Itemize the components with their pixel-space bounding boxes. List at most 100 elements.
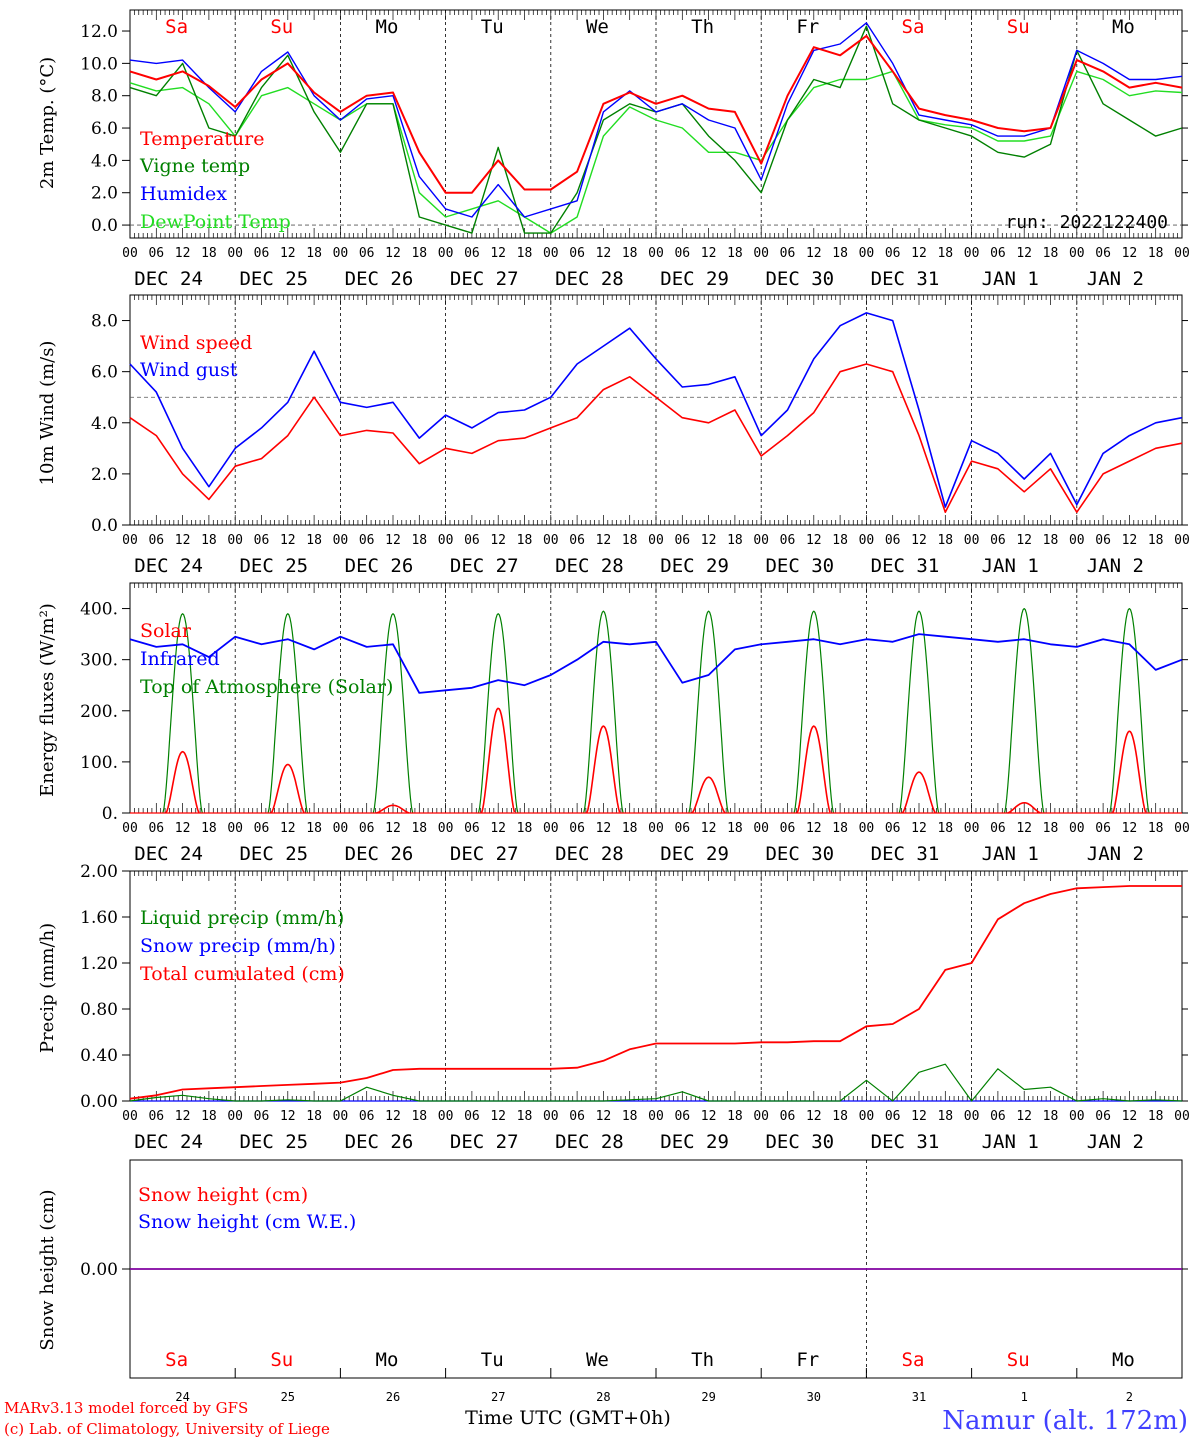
toa-solar-curve (162, 613, 203, 814)
xtick-hour-label: 12 (701, 1109, 717, 1124)
xtick-hour-label: 00 (859, 821, 875, 836)
legend-wind-gust: Wind gust (140, 359, 238, 381)
xtick-hour-label: 00 (438, 821, 454, 836)
xtick-hour-label: 00 (122, 821, 138, 836)
weekday-label-bottom: Su (270, 1349, 293, 1371)
xtick-hour-label: 06 (990, 1109, 1006, 1124)
xtick-hour-label: 18 (201, 533, 217, 548)
xtick-hour-label: 00 (1069, 533, 1085, 548)
legend-snow-height-we: Snow height (cm W.E.) (138, 1211, 356, 1233)
xtick-day-label: DEC 25 (239, 268, 308, 290)
station-label: Namur (alt. 172m) (942, 1406, 1188, 1436)
xtick-hour-label: 18 (201, 1109, 217, 1124)
ylabel-energy: Energy fluxes (W/m²) (37, 603, 58, 797)
xtick-hour-label: 18 (1148, 1109, 1164, 1124)
series-line-wind-gust (129, 312, 1183, 508)
toa-solar-curve (1003, 607, 1045, 814)
xtick-hour-label: 12 (175, 821, 191, 836)
xtick-hour-label: 00 (438, 246, 454, 261)
xtick-hour-label: 00 (438, 1109, 454, 1124)
xtick-hour-label: 12 (1016, 1109, 1032, 1124)
xtick-hour-label: 18 (622, 821, 638, 836)
solar-curve (270, 763, 305, 814)
weekday-label-bottom: Mo (376, 1349, 399, 1371)
legend-liquid-precip: Liquid precip (mm/h) (140, 907, 344, 929)
xtick-hour-label: 06 (254, 821, 270, 836)
ytick-label: 0. (102, 804, 118, 824)
xtick-hour-label: 06 (885, 533, 901, 548)
snow-day-number: 31 (912, 1390, 926, 1404)
xtick-hour-label: 06 (464, 533, 480, 548)
xtick-hour-label: 12 (385, 1109, 401, 1124)
xtick-day-label: JAN 2 (1087, 268, 1144, 290)
snow-day-number: 25 (281, 1390, 295, 1404)
xtick-hour-label: 06 (148, 821, 164, 836)
weekday-label: Su (270, 16, 293, 38)
weekday-label: Sa (165, 16, 188, 38)
xtick-hour-label: 12 (596, 246, 612, 261)
xtick-hour-label: 06 (464, 821, 480, 836)
xtick-hour-label: 06 (1095, 533, 1111, 548)
run-label: run: 2022122400 (1005, 212, 1168, 233)
xtick-day-label: DEC 31 (871, 1131, 940, 1153)
xtick-day-label: DEC 25 (239, 843, 308, 865)
ytick-label: 0.80 (80, 1000, 118, 1020)
toa-solar-curve (372, 613, 414, 814)
xtick-hour-label: 18 (517, 1109, 533, 1124)
xtick-hour-label: 06 (674, 246, 690, 261)
xtick-hour-label: 12 (911, 246, 927, 261)
xtick-hour-label: 00 (333, 821, 349, 836)
xtick-day-label: DEC 30 (765, 268, 834, 290)
snow-day-number: 30 (807, 1390, 821, 1404)
xtick-hour-label: 06 (569, 246, 585, 261)
xtick-day-label: DEC 26 (345, 843, 414, 865)
xtick-hour-label: 18 (306, 246, 322, 261)
xtick-hour-label: 12 (1122, 246, 1138, 261)
ylabel-snow: Snow height (cm) (37, 1189, 58, 1350)
ytick-label: 400. (80, 600, 118, 620)
toa-solar-curve (477, 613, 519, 814)
ytick-label: 8.0 (91, 312, 118, 332)
ytick-label: 0.0 (91, 216, 118, 236)
xtick-day-label: DEC 30 (765, 843, 834, 865)
solar-curve (1007, 801, 1041, 814)
snow-day-number: 24 (175, 1390, 189, 1404)
xtick-hour-label: 18 (727, 1109, 743, 1124)
weekday-label-bottom: Th (691, 1349, 714, 1371)
xtick-day-label: DEC 27 (450, 555, 519, 577)
ytick-label: 2.0 (91, 465, 118, 485)
xtick-hour-label: 00 (1069, 246, 1085, 261)
solar-curve (901, 771, 936, 814)
weekday-label: Th (691, 16, 714, 38)
toa-solar-curve (1109, 607, 1150, 814)
xtick-hour-label: 00 (543, 1109, 559, 1124)
ytick-label: 1.20 (80, 954, 118, 974)
xtick-hour-label: 06 (148, 533, 164, 548)
xtick-hour-label: 18 (937, 1109, 953, 1124)
ytick-label: 6.0 (91, 363, 118, 383)
xtick-hour-label: 00 (648, 1109, 664, 1124)
xtick-hour-label: 18 (1043, 1109, 1059, 1124)
toa-solar-curve (898, 610, 940, 814)
weekday-label-bottom: Mo (1112, 1349, 1135, 1371)
xtick-day-label: DEC 28 (555, 1131, 624, 1153)
weekday-label: Mo (1112, 16, 1135, 38)
xtick-hour-label: 06 (569, 821, 585, 836)
xtick-hour-label: 00 (964, 821, 980, 836)
xtick-day-label: DEC 31 (871, 843, 940, 865)
legend-snow-height: Snow height (cm) (138, 1184, 308, 1206)
xtick-day-label: DEC 25 (239, 1131, 308, 1153)
xtick-day-label: DEC 27 (450, 843, 519, 865)
legend-humidex: Humidex (140, 183, 227, 205)
xtick-hour-label: 00 (753, 821, 769, 836)
ylabel-temp: 2m Temp. (°C) (37, 57, 58, 189)
xtick-hour-label: 06 (674, 1109, 690, 1124)
xtick-day-label: DEC 28 (555, 268, 624, 290)
xtick-hour-label: 18 (832, 821, 848, 836)
xtick-day-label: JAN 1 (982, 1131, 1039, 1153)
xtick-hour-label: 12 (490, 533, 506, 548)
xtick-hour-label: 06 (254, 533, 270, 548)
xtick-day-label: DEC 24 (134, 1131, 203, 1153)
series-line-total-cumulated (129, 885, 1182, 1100)
xtick-hour-label: 00 (1174, 821, 1190, 836)
